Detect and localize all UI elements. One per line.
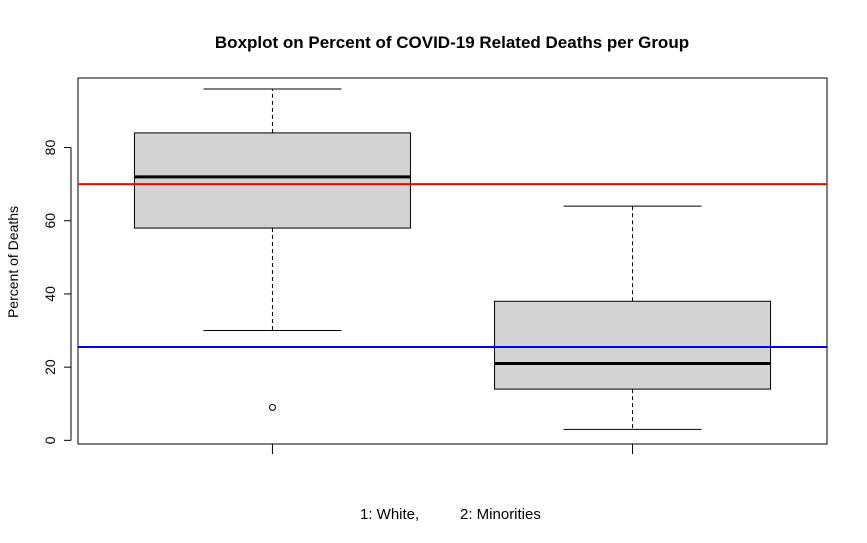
y-axis-label: Percent of Deaths [5,206,21,318]
y-tick-label-60: 60 [42,213,58,229]
box-1 [133,132,411,229]
x-axis-caption-minorities: 2: Minorities [460,506,541,523]
outlier-1-1 [268,403,276,411]
y-tick-label-80: 80 [42,140,58,156]
box-2 [494,300,772,390]
y-tick-label-40: 40 [42,286,58,302]
chart-title: Boxplot on Percent of COVID-19 Related D… [215,33,689,52]
y-tick-label-0: 0 [42,436,58,444]
plot-area: 0 20 40 60 80 [42,77,828,454]
plot-frame [77,77,828,445]
x-axis-caption-white: 1: White, [360,506,419,523]
y-tick-label-20: 20 [42,359,58,375]
